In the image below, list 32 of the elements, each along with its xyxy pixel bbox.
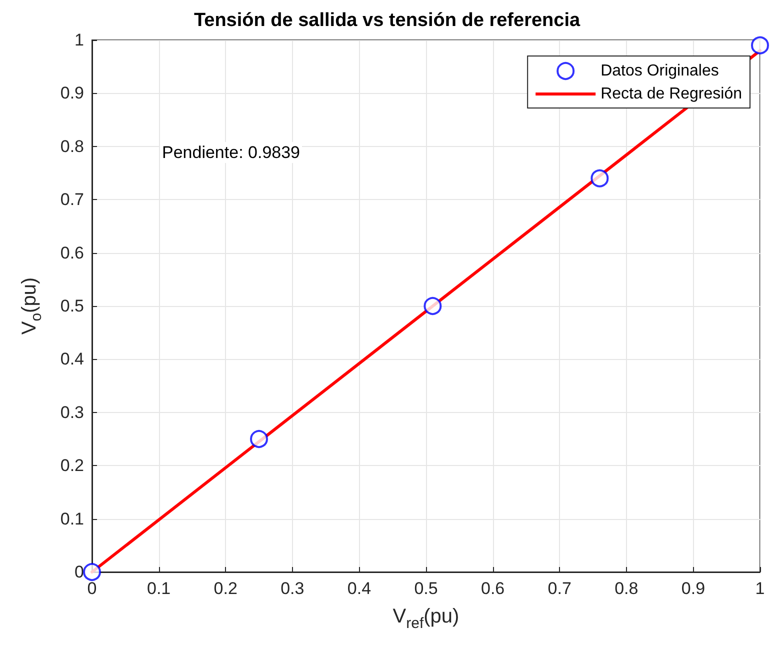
y-axis-title: Vo(pu) (18, 277, 45, 335)
y-tick-label: 0.3 (60, 402, 84, 422)
x-tick-label: 0 (87, 579, 97, 598)
y-tick-label: 0.4 (60, 350, 84, 369)
point (83, 563, 101, 581)
x-tick-label: 0.6 (480, 579, 505, 598)
y-tick-label: 1 (74, 30, 84, 50)
y-tick-label: 0.7 (60, 190, 84, 210)
x-tick-label: 0.5 (414, 579, 438, 598)
x-tick-label: 0.2 (214, 579, 238, 598)
y-tick-label: 0.5 (60, 296, 84, 316)
x-tick-label: 0.1 (146, 579, 171, 598)
x-tick-label: 1 (755, 579, 765, 598)
x-tick-label: 0.3 (280, 579, 304, 598)
x-tick-label: 0.4 (347, 579, 372, 598)
x-tick-label: 0.7 (548, 579, 572, 598)
x-tick-label: 0.9 (681, 579, 706, 598)
point (424, 297, 442, 315)
y-tick-label: 0.9 (60, 84, 84, 103)
y-tick-label: 0.8 (60, 136, 84, 156)
y-tick-label: 0.2 (60, 456, 84, 476)
y-tick-label: 0.6 (60, 243, 84, 262)
point (250, 430, 268, 448)
x-tick-label: 0.8 (614, 579, 638, 598)
legend-label: Datos Originales (600, 62, 719, 80)
y-tick-label: 0 (74, 562, 84, 582)
chart-title: Tensión de sallida vs tensión de referencia (194, 10, 580, 31)
legend-label: Recta de Regresión (600, 86, 742, 102)
y-tick-label: 0.1 (60, 509, 84, 528)
annotation: Pendiente: 0.9839 (162, 143, 300, 162)
point (751, 36, 769, 54)
point (590, 169, 609, 188)
